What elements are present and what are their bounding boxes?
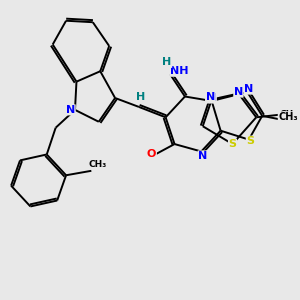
Text: O: O (147, 149, 156, 160)
Text: N: N (198, 151, 207, 161)
Text: H: H (163, 57, 172, 67)
Text: N: N (207, 93, 216, 103)
Text: N: N (244, 84, 254, 94)
Text: CH₃: CH₃ (280, 110, 298, 119)
Text: S: S (246, 136, 254, 146)
Text: CH₃: CH₃ (88, 160, 106, 169)
Text: N: N (206, 92, 215, 101)
Text: NH: NH (170, 66, 188, 76)
Text: S: S (229, 139, 236, 149)
Text: N: N (234, 87, 243, 97)
Text: H: H (136, 92, 145, 101)
Text: CH₃: CH₃ (278, 112, 298, 122)
Text: N: N (66, 105, 75, 115)
